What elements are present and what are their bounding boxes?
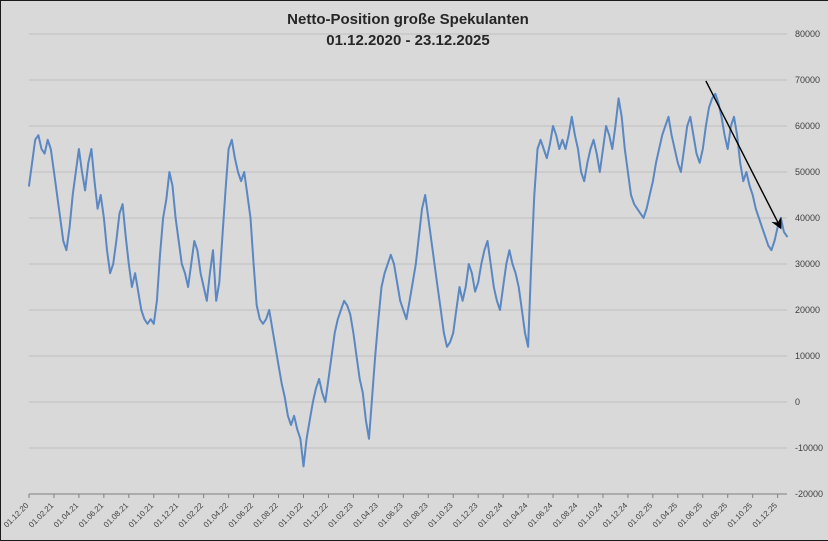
x-tick-label: 01.08.25 (701, 501, 730, 530)
x-tick-label: 01.12.24 (601, 501, 630, 530)
y-tick-label: -20000 (795, 489, 823, 499)
x-tick-label: 01.12.23 (451, 501, 480, 530)
x-tick-label: 01.04.22 (202, 501, 231, 530)
x-tick-label: 01.06.22 (227, 501, 256, 530)
y-tick-label: 60000 (795, 121, 820, 131)
x-tick-label: 01.04.25 (651, 501, 680, 530)
x-tick-label: 01.04.21 (52, 501, 81, 530)
x-tick-label: 01.10.25 (726, 501, 755, 530)
x-tick-label: 01.10.21 (127, 501, 156, 530)
x-tick-label: 01.02.23 (326, 501, 355, 530)
y-tick-label: 40000 (795, 213, 820, 223)
x-tick-label: 01.12.21 (152, 501, 181, 530)
y-tick-label: 20000 (795, 305, 820, 315)
x-tick-label: 01.08.21 (102, 501, 131, 530)
x-tick-label: 01.02.24 (476, 501, 505, 530)
x-tick-label: 01.04.24 (501, 501, 530, 530)
y-tick-label: 70000 (795, 75, 820, 85)
y-tick-label: 80000 (795, 29, 820, 39)
x-tick-label: 01.02.22 (177, 501, 206, 530)
x-tick-label: 01.04.23 (351, 501, 380, 530)
x-tick-label: 01.12.20 (2, 501, 31, 530)
x-tick-label: 01.10.24 (576, 501, 605, 530)
net-position-line (28, 92, 788, 468)
x-tick-label: 01.10.23 (426, 501, 455, 530)
y-tick-label: 30000 (795, 259, 820, 269)
x-tick-label: 01.02.21 (27, 501, 56, 530)
x-tick-label: 01.08.23 (401, 501, 430, 530)
x-tick-label: 01.10.22 (277, 501, 306, 530)
y-tick-label: 50000 (795, 167, 820, 177)
x-tick-label: 01.12.25 (751, 501, 780, 530)
x-tick-label: 01.08.22 (252, 501, 281, 530)
x-tick-label: 01.06.25 (676, 501, 705, 530)
x-tick-label: 01.06.24 (526, 501, 555, 530)
x-tick-label: 01.06.23 (376, 501, 405, 530)
y-tick-label: -10000 (795, 443, 823, 453)
x-tick-label: 01.02.25 (626, 501, 655, 530)
y-tick-label: 0 (795, 397, 800, 407)
downtrend-arrow (705, 80, 782, 230)
x-tick-label: 01.06.21 (77, 501, 106, 530)
x-tick-label: 01.08.24 (551, 501, 580, 530)
y-tick-label: 10000 (795, 351, 820, 361)
x-tick-label: 01.12.22 (301, 501, 330, 530)
